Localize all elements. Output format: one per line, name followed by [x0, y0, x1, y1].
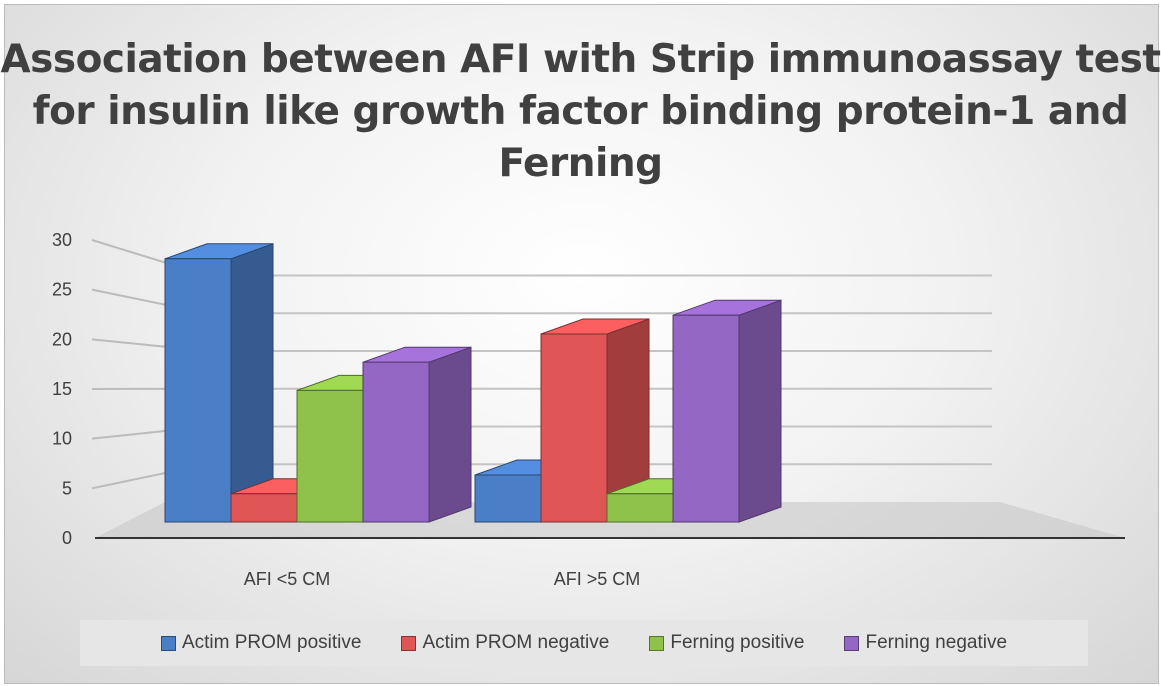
- legend-item: Ferning negative: [844, 632, 1007, 654]
- x-tick-label: AFI <5 CM: [244, 569, 331, 589]
- y-tick-label: 25: [52, 280, 72, 300]
- bar-side: [428, 346, 472, 523]
- y-tick-label: 30: [52, 230, 72, 250]
- legend-swatch: [160, 635, 176, 651]
- bar: [164, 258, 232, 523]
- chart-title: Association between AFI with Strip immun…: [0, 37, 1161, 186]
- bar: [606, 493, 674, 523]
- y-tick-label: 20: [52, 329, 72, 349]
- legend-label: Ferning negative: [865, 632, 1008, 653]
- bar: [230, 493, 298, 523]
- legend-swatch: [844, 635, 860, 651]
- legend-item: Ferning positive: [649, 632, 804, 654]
- bar: [540, 333, 608, 523]
- y-tick-label: 10: [52, 429, 72, 449]
- legend-swatch: [401, 635, 417, 651]
- legend-swatch: [649, 635, 665, 651]
- y-tick-label: 15: [52, 379, 72, 399]
- legend: Actim PROM positive Actim PROM negative Fe…: [80, 620, 1088, 666]
- y-tick-label: 5: [62, 478, 72, 498]
- bar: [296, 389, 364, 523]
- legend-item: Actim PROM negative: [401, 632, 609, 654]
- y-tick-label: 0: [62, 528, 72, 548]
- legend-label: Ferning positive: [670, 632, 805, 653]
- legend-label: Actim PROM negative: [422, 632, 610, 653]
- bar: [672, 314, 740, 523]
- bar: [362, 361, 430, 523]
- legend-label: Actim PROM positive: [181, 632, 362, 653]
- x-tick-label: AFI >5 CM: [554, 569, 641, 589]
- bar: [474, 474, 542, 523]
- legend-item: Actim PROM positive: [160, 632, 362, 654]
- bar-side: [230, 243, 274, 523]
- bar-side: [738, 299, 782, 523]
